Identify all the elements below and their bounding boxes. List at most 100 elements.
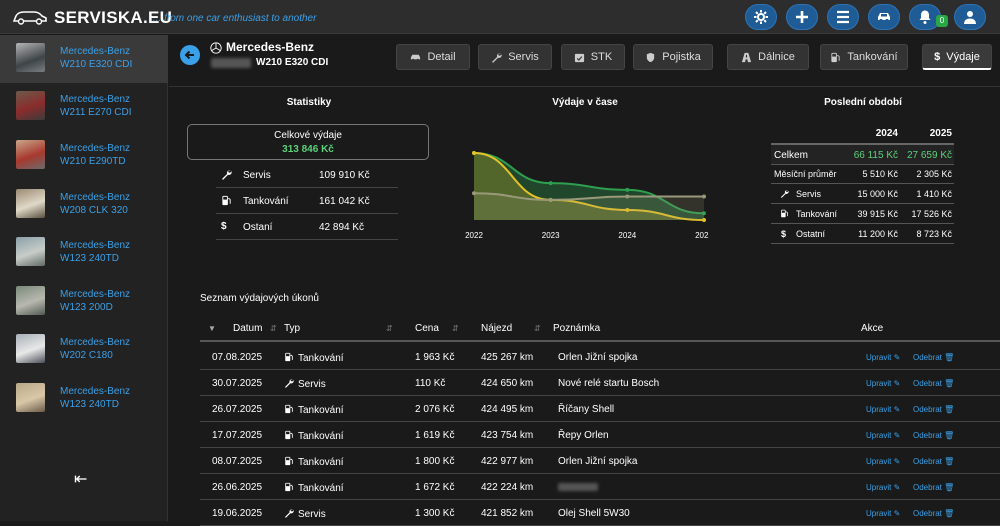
plus-icon — [796, 11, 808, 23]
data-point[interactable] — [702, 211, 706, 216]
fuel-icon — [285, 404, 293, 414]
delete-link[interactable]: Odebrat 🗑 — [913, 431, 954, 440]
edit-link[interactable]: Upravit ✎ — [866, 457, 900, 466]
delete-link[interactable]: Odebrat 🗑 — [913, 405, 954, 414]
divider — [771, 143, 954, 145]
column-header-mileage[interactable]: Nájezd — [481, 323, 513, 334]
car-model: W208 CLK 320 — [60, 205, 128, 216]
edit-icon: ✎ — [893, 483, 901, 492]
collapse-left-icon[interactable]: ⇤ — [74, 471, 88, 488]
edit-link[interactable]: Upravit ✎ — [866, 379, 900, 388]
sidebar-car-item[interactable]: Mercedes-Benz W202 C180 — [0, 326, 168, 374]
sort-icon[interactable]: ⇵ — [270, 324, 277, 333]
total-expenses-box: Celkové výdaje 313 846 Kč — [187, 124, 429, 160]
edit-link[interactable]: Upravit ✎ — [866, 405, 900, 414]
user-icon — [964, 11, 976, 24]
type-cell: Tankování — [284, 456, 344, 468]
edit-link[interactable]: Upravit ✎ — [866, 509, 900, 518]
type-label: Tankování — [298, 483, 344, 494]
table-row: 07.08.2025 Tankování 1 963 Kč 425 267 km Orl… — [200, 344, 1000, 370]
sidebar-car-item[interactable]: Mercedes-Benz W208 CLK 320 — [0, 181, 168, 229]
data-point[interactable] — [625, 194, 630, 199]
sidebar: Mercedes-Benz W210 E320 CDI Mercedes-Benz… — [0, 35, 168, 521]
sidebar-car-item[interactable]: Mercedes-Benz W210 E320 CDI — [0, 35, 168, 83]
edit-link[interactable]: Upravit ✎ — [866, 431, 900, 440]
sort-icon[interactable]: ⇵ — [452, 324, 459, 333]
data-point[interactable] — [702, 194, 706, 199]
stats-label: Ostaní — [243, 222, 273, 233]
sort-desc-icon[interactable]: ▼ — [208, 324, 216, 333]
car-thumbnail — [16, 140, 45, 169]
price-cell: 110 Kč — [415, 378, 446, 389]
sidebar-car-item[interactable]: Mercedes-Benz W211 E270 CDI — [0, 83, 168, 131]
add-button[interactable] — [786, 4, 818, 30]
column-header-type[interactable]: Typ — [284, 323, 301, 334]
stats-value: 42 894 Kč — [319, 222, 365, 233]
note-cell: Nové relé startu Bosch — [558, 378, 660, 389]
wrench-icon — [222, 170, 232, 180]
dollar-icon: $ — [781, 229, 787, 239]
edit-link[interactable]: Upravit ✎ — [866, 353, 900, 362]
x-tick-label: 2023 — [542, 231, 560, 240]
tab-pojistka[interactable]: Pojistka — [633, 44, 713, 70]
tab-stk[interactable]: STK — [561, 44, 625, 70]
edit-link[interactable]: Upravit ✎ — [866, 483, 900, 492]
tab-tankovani[interactable]: Tankování — [820, 44, 908, 70]
column-header-date[interactable]: Datum — [233, 323, 263, 334]
note-cell: Olej Shell 5W30 — [558, 508, 630, 519]
column-header-price[interactable]: Cena — [415, 323, 439, 334]
price-cell: 2 076 Kč — [415, 404, 455, 415]
column-header-note[interactable]: Poznámka — [553, 323, 601, 334]
sidebar-car-item[interactable]: Mercedes-Benz W210 E290TD — [0, 132, 168, 180]
edit-label: Upravit — [866, 353, 892, 362]
tab-vydaje[interactable]: $ Výdaje — [922, 44, 992, 70]
car-thumbnail — [16, 189, 45, 218]
stats-row: Tankování 161 042 Kč — [216, 188, 398, 214]
mileage-cell: 421 852 km — [481, 508, 534, 519]
stats-label: Servis — [243, 170, 271, 181]
sidebar-car-item[interactable]: Mercedes-Benz W123 240TD — [0, 229, 168, 277]
mileage-cell: 422 224 km — [481, 482, 534, 493]
delete-link[interactable]: Odebrat 🗑 — [913, 483, 954, 492]
tab-detail[interactable]: Detail — [396, 44, 470, 70]
menu-button[interactable] — [827, 4, 859, 30]
app-logo[interactable]: SERVISKA.EU — [54, 8, 173, 27]
delete-link[interactable]: Odebrat 🗑 — [913, 457, 954, 466]
data-point[interactable] — [625, 207, 630, 212]
data-point[interactable] — [472, 151, 476, 155]
wrench-icon — [285, 509, 294, 518]
delete-link[interactable]: Odebrat 🗑 — [913, 509, 954, 518]
series-line — [473, 152, 705, 215]
note-cell: Orlen Jižní spojka — [558, 456, 638, 467]
tab-servis[interactable]: Servis — [478, 44, 552, 70]
data-point[interactable] — [548, 197, 553, 202]
edit-label: Upravit — [866, 405, 892, 414]
back-button[interactable] — [180, 45, 200, 65]
data-point[interactable] — [702, 218, 706, 222]
table-row: 08.07.2025 Tankování 1 800 Kč 422 977 km Orl… — [200, 448, 1000, 474]
sort-icon[interactable]: ⇵ — [386, 324, 393, 333]
sort-icon[interactable]: ⇵ — [534, 324, 541, 333]
cars-button[interactable] — [868, 4, 900, 30]
type-cell: Servis — [284, 508, 326, 520]
notifications-button[interactable] — [909, 4, 941, 30]
edit-icon: ✎ — [893, 379, 901, 388]
delete-link[interactable]: Odebrat 🗑 — [913, 353, 954, 362]
user-button[interactable] — [954, 4, 986, 30]
data-point[interactable] — [625, 187, 630, 192]
tab-dalnice[interactable]: Dálnice — [727, 44, 809, 70]
delete-label: Odebrat — [913, 353, 942, 362]
dollar-icon: $ — [934, 50, 941, 63]
car-thumbnail — [16, 91, 45, 120]
notification-badge: 0 — [936, 15, 948, 27]
settings-button[interactable] — [745, 4, 777, 30]
delete-link[interactable]: Odebrat 🗑 — [913, 379, 954, 388]
data-point[interactable] — [548, 181, 553, 186]
sidebar-car-item[interactable]: Mercedes-Benz W123 240TD — [0, 375, 168, 423]
sidebar-car-item[interactable]: Mercedes-Benz W123 200D — [0, 278, 168, 326]
date-cell: 07.08.2025 — [212, 352, 263, 363]
data-point[interactable] — [472, 191, 476, 196]
mileage-cell: 422 977 km — [481, 456, 534, 467]
car-brand: Mercedes-Benz — [60, 337, 131, 348]
trash-icon: 🗑 — [944, 379, 955, 388]
